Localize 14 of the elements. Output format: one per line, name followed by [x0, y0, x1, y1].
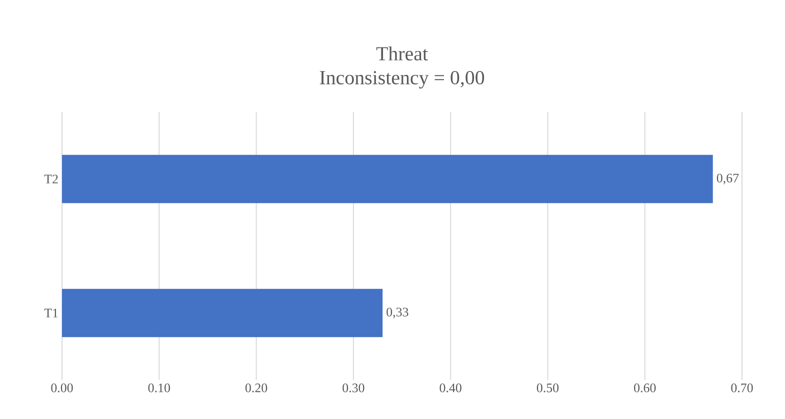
y-tick-label: T1 — [44, 308, 58, 318]
y-tick-label: T2 — [44, 174, 58, 184]
data-label: 0,33 — [386, 308, 408, 318]
chart-title: Threat — [376, 46, 428, 60]
x-tick-label: 0.30 — [342, 384, 364, 392]
x-tick-label: 0.00 — [51, 384, 73, 392]
x-tick-label: 0.50 — [536, 384, 559, 392]
x-tick-label: 0.40 — [440, 384, 462, 392]
chart-subtitle: Inconsistency = 0,00 — [320, 70, 484, 88]
x-tick-label: 0.70 — [731, 384, 753, 392]
x-tick-label: 0.10 — [148, 384, 170, 392]
data-label: 0,67 — [716, 174, 739, 184]
x-tick-label: 0.20 — [245, 384, 268, 392]
x-tick-label: 0.60 — [634, 384, 656, 392]
